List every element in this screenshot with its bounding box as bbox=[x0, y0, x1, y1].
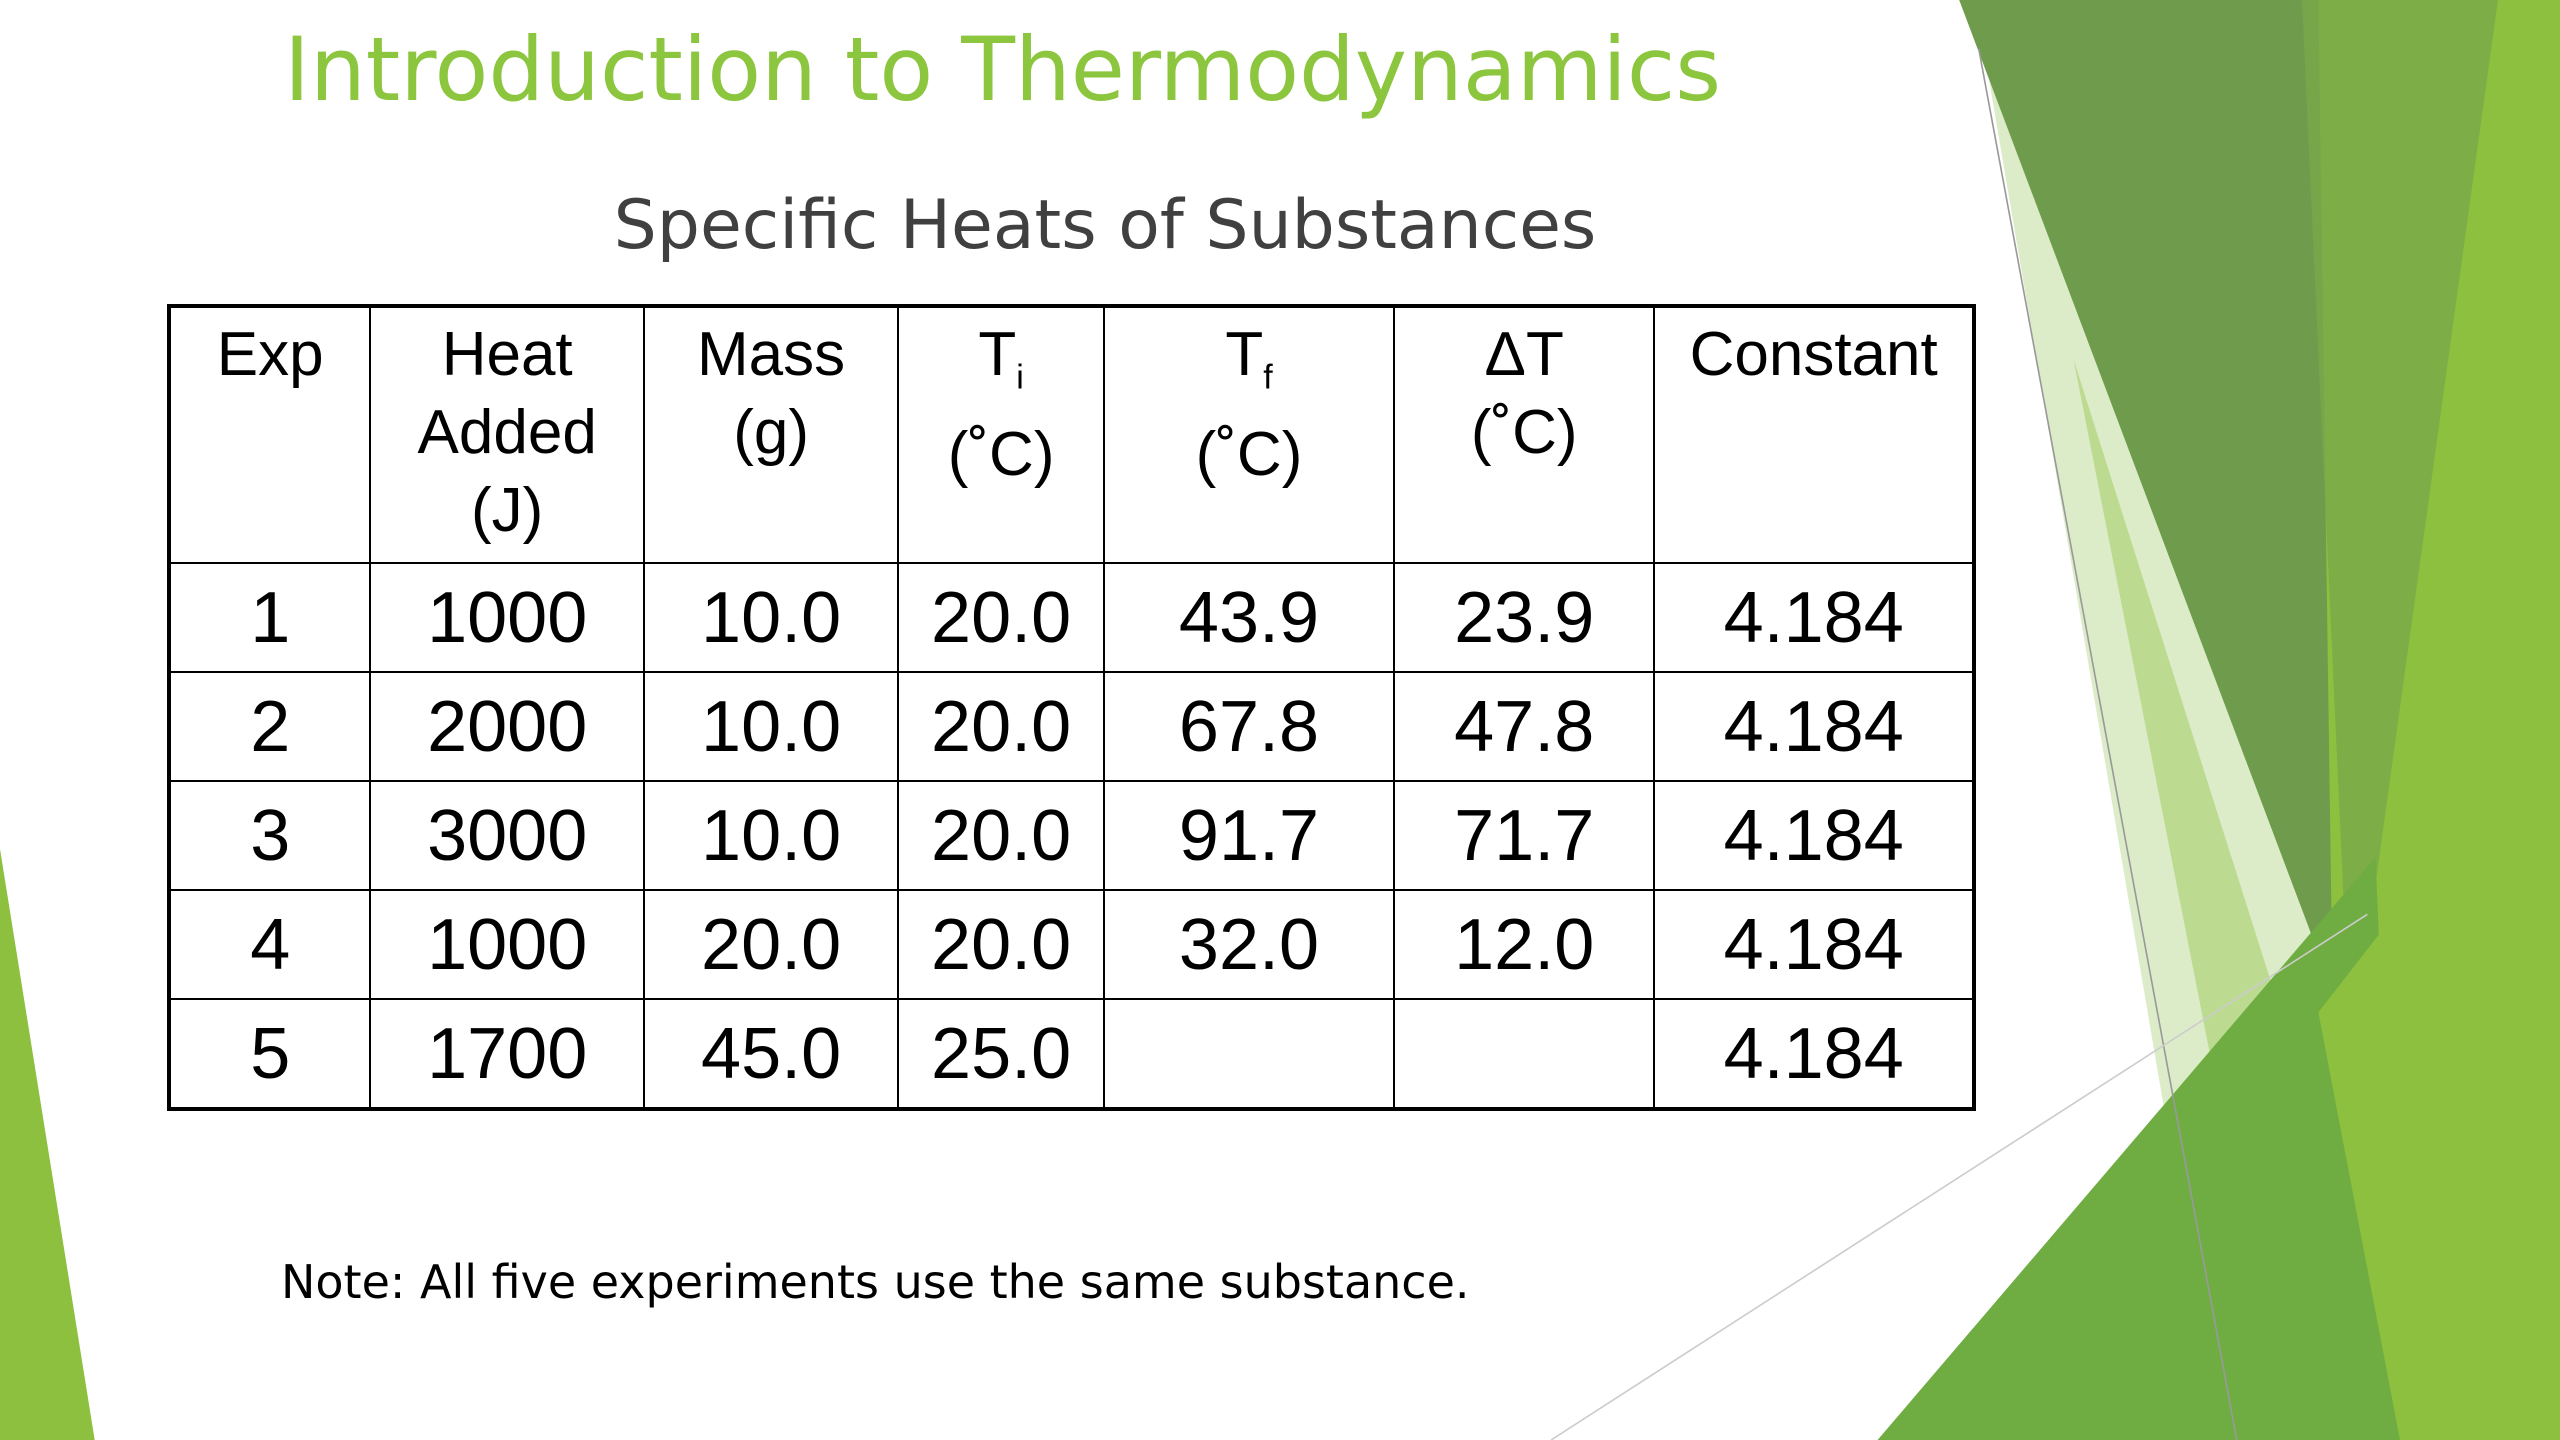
header-label: Constant bbox=[1689, 320, 1938, 389]
table-body: 1 1000 10.0 20.0 43.9 23.9 4.184 2 2000 10.0 20.0 6… bbox=[167, 562, 1975, 1110]
table-cell: 3 bbox=[167, 780, 372, 891]
header-unit: (˚C) bbox=[1470, 398, 1578, 467]
table-row: 3 3000 10.0 20.0 91.7 71.7 4.184 bbox=[167, 780, 1975, 891]
table-cell: 20.0 bbox=[897, 671, 1105, 782]
header-cell: Ti (˚C) bbox=[897, 305, 1105, 564]
header-cell: Exp bbox=[167, 305, 372, 564]
table-cell: 23.9 bbox=[1393, 562, 1656, 673]
table-row: 4 1000 20.0 20.0 32.0 12.0 4.184 bbox=[167, 889, 1975, 1000]
header-unit: (J) bbox=[471, 476, 544, 545]
table-cell: 4.184 bbox=[1653, 780, 1975, 891]
header-label: T bbox=[1225, 320, 1264, 389]
table-cell: 71.7 bbox=[1393, 780, 1656, 891]
table-cell: 20.0 bbox=[897, 889, 1105, 1000]
header-cell: Constant bbox=[1653, 305, 1975, 564]
empty-cell bbox=[1393, 998, 1656, 1110]
table-cell: 32.0 bbox=[1102, 889, 1396, 1000]
header-cell: Mass (g) bbox=[642, 305, 900, 564]
data-table: Exp Heat Added (J) Mass (g) Ti (˚C) Tf (˚C) ΔT (˚C… bbox=[167, 304, 1976, 1111]
table-cell: 4.184 bbox=[1653, 998, 1975, 1110]
table-cell: 10.0 bbox=[642, 780, 900, 891]
table-row: 1 1000 10.0 20.0 43.9 23.9 4.184 bbox=[167, 562, 1975, 673]
table-row: 5 1700 45.0 25.0 4.184 bbox=[167, 998, 1975, 1110]
header-label: ΔT bbox=[1484, 320, 1564, 389]
note: Note: All five experiments use the same … bbox=[281, 1255, 1470, 1309]
table-cell: 2 bbox=[167, 671, 372, 782]
table-cell: 20.0 bbox=[642, 889, 900, 1000]
table-cell: 20.0 bbox=[897, 780, 1105, 891]
table-cell: 43.9 bbox=[1102, 562, 1396, 673]
table-cell: 4.184 bbox=[1653, 671, 1975, 782]
slide-title: Introduction to Thermodynamics bbox=[284, 18, 1722, 121]
header-label: T bbox=[978, 320, 1017, 389]
table-cell: 2000 bbox=[369, 671, 645, 782]
table-cell: 10.0 bbox=[642, 671, 900, 782]
table-cell: 45.0 bbox=[642, 998, 900, 1110]
header-unit: (˚C) bbox=[1195, 420, 1303, 490]
table-title: Specific Heats of Substances bbox=[613, 186, 1597, 265]
table-cell: 12.0 bbox=[1393, 889, 1656, 1000]
table-cell: 25.0 bbox=[897, 998, 1105, 1110]
header-subscript: i bbox=[1016, 358, 1024, 397]
header-label: Heat Added bbox=[417, 320, 597, 467]
header-subscript: f bbox=[1263, 358, 1273, 397]
header-label: Mass bbox=[697, 320, 846, 389]
table-cell: 1 bbox=[167, 562, 372, 673]
table-cell: 4.184 bbox=[1653, 889, 1975, 1000]
table-cell: 1700 bbox=[369, 998, 645, 1110]
table-cell: 47.8 bbox=[1393, 671, 1656, 782]
header-unit: (g) bbox=[733, 398, 809, 467]
table-cell: 4 bbox=[167, 889, 372, 1000]
table-cell: 1000 bbox=[369, 889, 645, 1000]
table-cell: 20.0 bbox=[897, 562, 1105, 673]
header-label: Exp bbox=[216, 320, 324, 389]
header-cell: Heat Added (J) bbox=[369, 305, 645, 564]
table-cell: 5 bbox=[167, 998, 372, 1110]
empty-cell bbox=[1102, 998, 1396, 1110]
table-cell: 10.0 bbox=[642, 562, 900, 673]
header-cell: ΔT (˚C) bbox=[1393, 305, 1656, 564]
header-unit: (˚C) bbox=[947, 420, 1055, 490]
table-cell: 1000 bbox=[369, 562, 645, 673]
table-cell: 91.7 bbox=[1102, 780, 1396, 891]
table-cell: 3000 bbox=[369, 780, 645, 891]
table-cell: 67.8 bbox=[1102, 671, 1396, 782]
header-row: Exp Heat Added (J) Mass (g) Ti (˚C) Tf (˚C) ΔT (˚C… bbox=[167, 305, 1975, 564]
header-cell: Tf (˚C) bbox=[1102, 305, 1396, 564]
table-row: 2 2000 10.0 20.0 67.8 47.8 4.184 bbox=[167, 671, 1975, 782]
table-cell: 4.184 bbox=[1653, 562, 1975, 673]
